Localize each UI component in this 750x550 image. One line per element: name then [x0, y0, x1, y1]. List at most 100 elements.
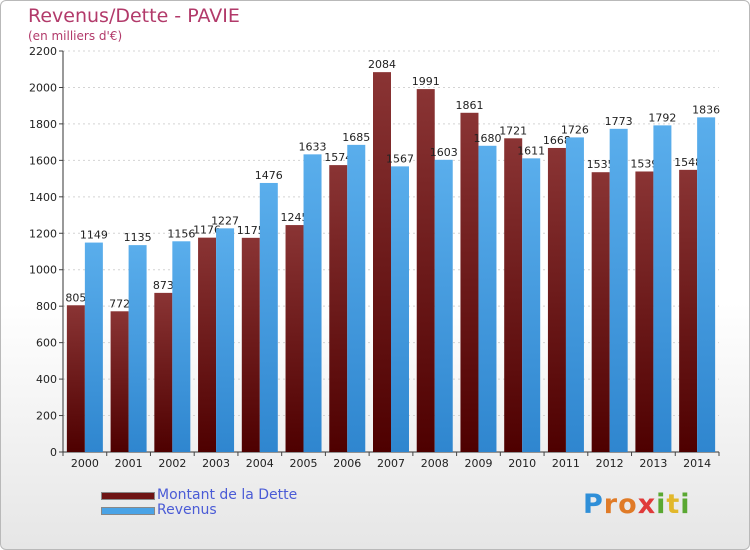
y-tick-label: 2200	[29, 45, 57, 58]
bar-revenus	[216, 228, 235, 452]
y-tick-label: 1000	[29, 264, 57, 277]
x-tick-label: 2005	[290, 457, 318, 470]
x-tick-label: 2000	[71, 457, 99, 470]
x-tick-label: 2003	[202, 457, 230, 470]
data-label-dette: 1721	[499, 124, 527, 137]
bar-revenus	[434, 159, 453, 452]
data-label-dette: 1548	[674, 156, 702, 169]
x-tick-label: 2010	[508, 457, 536, 470]
bar-dette	[241, 237, 260, 452]
proxiti-logo: Proxiti	[583, 489, 691, 520]
x-tick-label: 2004	[246, 457, 274, 470]
data-label-dette: 1668	[543, 134, 571, 147]
logo-letter: r	[603, 489, 619, 520]
data-label-revenus: 1611	[517, 144, 545, 157]
bar-revenus	[522, 158, 541, 452]
data-label-revenus: 1685	[342, 131, 370, 144]
data-label-revenus: 1227	[211, 214, 239, 227]
chart-title: Revenus/Dette - PAVIE	[28, 5, 240, 27]
data-label-revenus: 1773	[605, 115, 633, 128]
x-tick-label: 2014	[683, 457, 711, 470]
x-tick-label: 2007	[377, 457, 405, 470]
legend-label-dette: Montant de la Dette	[157, 487, 298, 503]
bar-dette	[285, 225, 304, 452]
y-tick-label: 200	[36, 410, 57, 423]
data-label-revenus: 1567	[386, 152, 414, 165]
data-label-dette: 772	[109, 297, 130, 310]
bar-revenus	[259, 182, 278, 452]
data-label-dette: 1175	[237, 224, 265, 237]
x-tick-label: 2009	[464, 457, 492, 470]
legend-swatch-dette	[101, 492, 155, 500]
data-label-dette: 2084	[368, 58, 396, 71]
bar-revenus	[697, 117, 716, 452]
data-label-revenus: 1476	[255, 169, 283, 182]
data-label-revenus: 1135	[124, 231, 152, 244]
bar-dette	[591, 172, 610, 452]
y-tick-label: 800	[36, 300, 57, 313]
legend-swatch-revenus	[101, 507, 155, 515]
data-label-dette: 1535	[587, 158, 615, 171]
logo-letter: P	[583, 489, 604, 520]
bar-revenus	[303, 154, 322, 452]
bar-dette	[110, 311, 129, 452]
bar-revenus	[478, 145, 497, 453]
bar-revenus	[128, 245, 147, 452]
x-tick-label: 2002	[158, 457, 186, 470]
data-label-dette: 1245	[281, 211, 309, 224]
bar-revenus	[565, 137, 584, 452]
data-label-dette: 1991	[412, 75, 440, 88]
bar-dette	[373, 72, 391, 452]
bar-revenus	[84, 242, 103, 452]
logo-letter: i	[656, 489, 667, 520]
data-label-revenus: 1836	[692, 103, 720, 116]
data-label-revenus: 1149	[80, 229, 108, 242]
bar-revenus	[347, 144, 366, 452]
data-label-revenus: 1792	[648, 111, 676, 124]
y-tick-label: 0	[50, 446, 57, 459]
bar-revenus	[609, 128, 628, 452]
data-label-dette: 1176	[193, 224, 221, 237]
bar-dette	[329, 165, 348, 452]
y-tick-label: 600	[36, 337, 57, 350]
chart-subtitle: (en milliers d'€)	[28, 29, 123, 43]
x-tick-label: 2013	[639, 457, 667, 470]
data-label-dette: 805	[65, 291, 86, 304]
bar-revenus	[172, 241, 191, 452]
bar-dette	[635, 171, 654, 452]
y-tick-label: 1400	[29, 191, 57, 204]
data-label-dette: 1574	[324, 151, 352, 164]
data-label-revenus: 1603	[430, 146, 458, 159]
logo-letter: x	[637, 489, 657, 520]
data-label-dette: 1861	[455, 99, 483, 112]
bar-dette	[460, 112, 479, 452]
data-label-revenus: 1633	[299, 140, 327, 153]
legend-label-revenus: Revenus	[157, 502, 217, 518]
data-label-revenus: 1726	[561, 123, 589, 136]
bar-revenus	[391, 166, 409, 452]
data-label-revenus: 1680	[473, 132, 501, 145]
bar-dette	[66, 305, 85, 452]
bar-revenus	[653, 125, 672, 452]
logo-letter: o	[618, 489, 638, 520]
y-tick-label: 2000	[29, 81, 57, 94]
y-tick-label: 1800	[29, 118, 57, 131]
bar-dette	[504, 138, 523, 452]
logo-letter: i	[680, 489, 691, 520]
data-label-dette: 873	[153, 279, 174, 292]
x-tick-label: 2006	[333, 457, 361, 470]
logo-letter: t	[666, 489, 681, 520]
y-tick-label: 1200	[29, 227, 57, 240]
data-label-dette: 1539	[630, 157, 658, 170]
x-tick-label: 2001	[115, 457, 143, 470]
data-label-revenus: 1156	[167, 227, 195, 240]
bar-dette	[547, 147, 566, 452]
bar-dette	[679, 169, 698, 453]
y-tick-label: 1600	[29, 154, 57, 167]
bar-dette	[198, 237, 217, 452]
bar-dette	[154, 292, 173, 452]
x-tick-label: 2011	[552, 457, 580, 470]
x-tick-label: 2012	[596, 457, 624, 470]
bar-dette	[416, 89, 435, 452]
